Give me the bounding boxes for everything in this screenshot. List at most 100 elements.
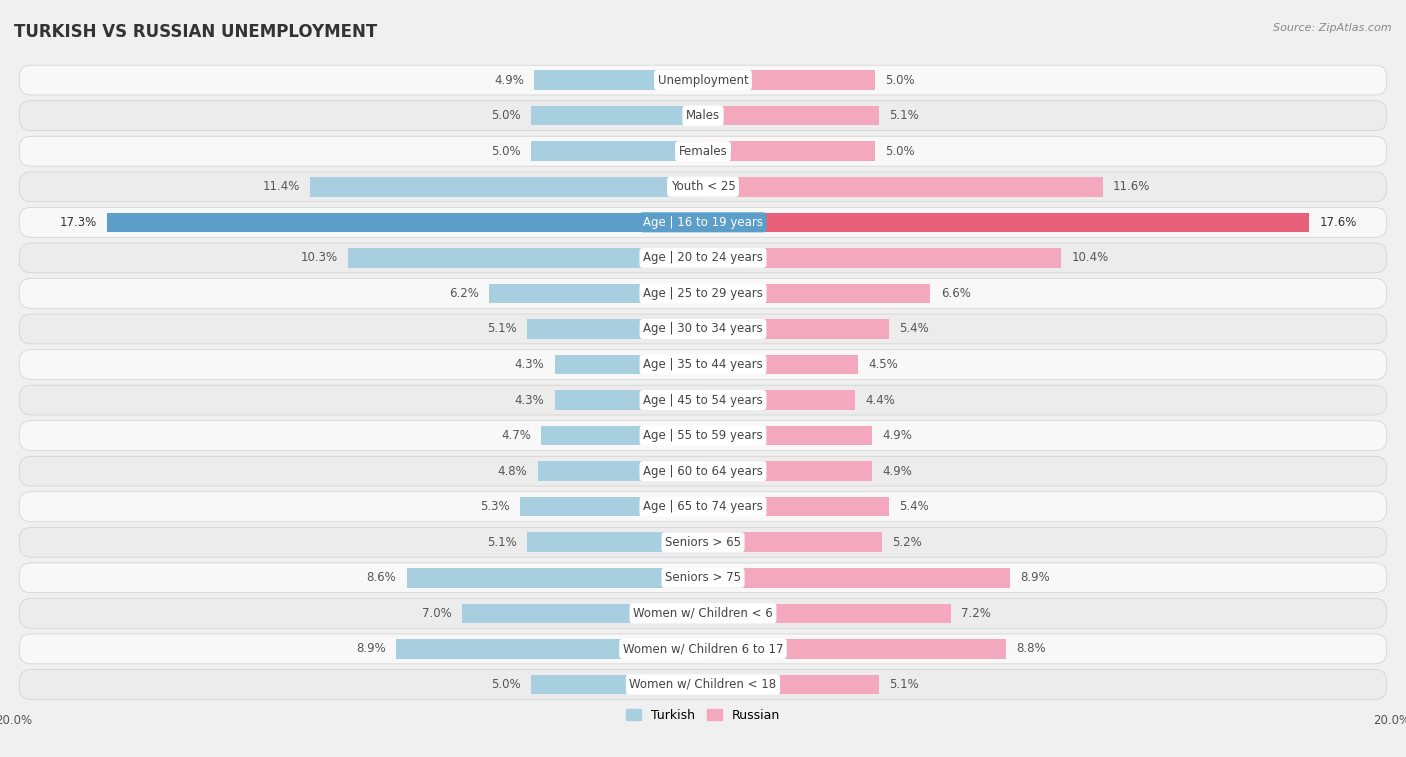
Bar [703,248,1062,268]
Text: 4.5%: 4.5% [869,358,898,371]
Text: 11.6%: 11.6% [1114,180,1150,193]
Text: Females: Females [679,145,727,157]
Bar [703,497,889,516]
Bar [520,497,703,516]
FancyBboxPatch shape [20,385,1386,415]
Bar [461,603,703,623]
Text: 5.0%: 5.0% [491,678,520,691]
Bar [555,355,703,374]
Text: 8.9%: 8.9% [1019,572,1050,584]
Bar [703,106,879,126]
FancyBboxPatch shape [20,279,1386,308]
Bar [703,639,1007,659]
Bar [541,426,703,445]
Text: 5.0%: 5.0% [491,145,520,157]
Text: 8.9%: 8.9% [356,643,387,656]
FancyBboxPatch shape [20,634,1386,664]
FancyBboxPatch shape [20,314,1386,344]
Text: 5.1%: 5.1% [488,536,517,549]
Bar [311,177,703,197]
Text: Age | 60 to 64 years: Age | 60 to 64 years [643,465,763,478]
Text: 5.0%: 5.0% [491,109,520,122]
Text: Age | 30 to 34 years: Age | 30 to 34 years [643,322,763,335]
Text: Women w/ Children < 6: Women w/ Children < 6 [633,607,773,620]
Text: Age | 25 to 29 years: Age | 25 to 29 years [643,287,763,300]
Text: 4.9%: 4.9% [882,429,912,442]
Bar [537,461,703,481]
Text: 4.9%: 4.9% [494,73,524,86]
Bar [534,70,703,90]
FancyBboxPatch shape [20,243,1386,273]
Bar [489,284,703,304]
Text: 5.4%: 5.4% [900,322,929,335]
FancyBboxPatch shape [20,492,1386,522]
Bar [703,70,875,90]
Bar [396,639,703,659]
Bar [703,603,950,623]
Bar [703,284,931,304]
Bar [703,319,889,338]
FancyBboxPatch shape [20,563,1386,593]
Text: 5.3%: 5.3% [481,500,510,513]
Bar [703,461,872,481]
Text: 5.0%: 5.0% [886,145,915,157]
FancyBboxPatch shape [20,172,1386,201]
Text: Age | 65 to 74 years: Age | 65 to 74 years [643,500,763,513]
Text: 5.1%: 5.1% [889,678,918,691]
Bar [527,532,703,552]
Text: 4.9%: 4.9% [882,465,912,478]
Text: 4.8%: 4.8% [498,465,527,478]
Text: Source: ZipAtlas.com: Source: ZipAtlas.com [1274,23,1392,33]
Text: 4.3%: 4.3% [515,358,544,371]
Bar [107,213,703,232]
Bar [531,142,703,161]
Text: Age | 55 to 59 years: Age | 55 to 59 years [643,429,763,442]
Text: 7.0%: 7.0% [422,607,451,620]
Text: 17.3%: 17.3% [59,216,97,229]
Text: 6.2%: 6.2% [450,287,479,300]
Bar [703,355,858,374]
Text: 4.7%: 4.7% [501,429,531,442]
Bar [703,568,1010,587]
Bar [703,391,855,410]
Text: Age | 35 to 44 years: Age | 35 to 44 years [643,358,763,371]
Text: 4.3%: 4.3% [515,394,544,407]
Text: 5.1%: 5.1% [488,322,517,335]
Bar [349,248,703,268]
Text: Males: Males [686,109,720,122]
FancyBboxPatch shape [20,599,1386,628]
FancyBboxPatch shape [20,456,1386,486]
Bar [555,391,703,410]
Bar [531,106,703,126]
FancyBboxPatch shape [20,65,1386,95]
Bar [406,568,703,587]
FancyBboxPatch shape [20,136,1386,166]
Text: Age | 16 to 19 years: Age | 16 to 19 years [643,216,763,229]
Text: 5.2%: 5.2% [893,536,922,549]
FancyBboxPatch shape [20,528,1386,557]
Text: TURKISH VS RUSSIAN UNEMPLOYMENT: TURKISH VS RUSSIAN UNEMPLOYMENT [14,23,377,41]
Text: 5.1%: 5.1% [889,109,918,122]
FancyBboxPatch shape [20,207,1386,237]
Text: 8.6%: 8.6% [367,572,396,584]
Bar [703,532,882,552]
Legend: Turkish, Russian: Turkish, Russian [620,704,786,727]
Text: Seniors > 75: Seniors > 75 [665,572,741,584]
Text: Women w/ Children 6 to 17: Women w/ Children 6 to 17 [623,643,783,656]
Text: 10.4%: 10.4% [1071,251,1109,264]
Text: 11.4%: 11.4% [263,180,299,193]
Bar [703,426,872,445]
Text: 10.3%: 10.3% [301,251,337,264]
Text: 4.4%: 4.4% [865,394,894,407]
Text: Youth < 25: Youth < 25 [671,180,735,193]
Text: Unemployment: Unemployment [658,73,748,86]
FancyBboxPatch shape [20,669,1386,699]
Bar [703,213,1309,232]
Text: Age | 45 to 54 years: Age | 45 to 54 years [643,394,763,407]
Bar [531,674,703,694]
Bar [703,142,875,161]
FancyBboxPatch shape [20,101,1386,131]
Bar [703,177,1102,197]
Text: 17.6%: 17.6% [1320,216,1357,229]
Text: 5.4%: 5.4% [900,500,929,513]
